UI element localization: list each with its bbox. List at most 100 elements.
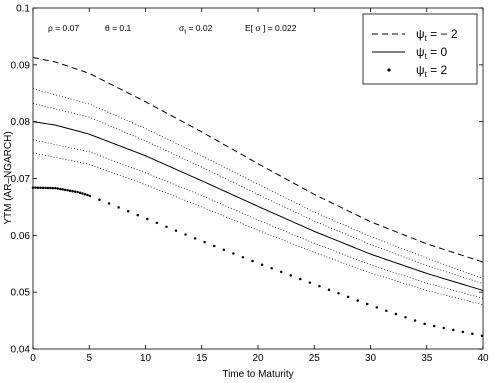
- annotation-expected-sigma: E[ σ ] = 0.022: [245, 23, 297, 33]
- x-tick-label: 10: [140, 353, 152, 364]
- series-dot: [46, 186, 50, 190]
- series-dot: [184, 233, 187, 236]
- y-tick-label: 0.07: [11, 174, 31, 185]
- legend-entry-psi-minus-2: ψt = − 2: [416, 27, 458, 43]
- series-dot: [461, 330, 465, 334]
- y-tick-label: 0.08: [11, 117, 31, 128]
- series-dot: [78, 191, 82, 194]
- series-dot: [260, 263, 264, 266]
- annotation-rho: ρ = 0.07: [48, 23, 79, 33]
- series-dot: [203, 240, 206, 244]
- series-dot: [34, 186, 37, 189]
- series-dot: [365, 302, 369, 306]
- series-dot: [146, 217, 149, 221]
- series-dot: [76, 190, 79, 194]
- series-dot: [299, 277, 302, 281]
- series-dot: [232, 252, 235, 255]
- series-dot: [241, 255, 245, 259]
- x-tick-label: 0: [30, 353, 36, 364]
- series-dot: [251, 259, 254, 263]
- series-dot: [98, 198, 101, 201]
- series-dot: [452, 328, 455, 332]
- series-dot: [126, 210, 130, 213]
- legend-entry-psi-2: ψt = 2: [416, 63, 447, 79]
- series-dot: [442, 326, 445, 330]
- legend: ψt = − 2 ψt = 0 ψt = 2: [362, 13, 478, 85]
- x-tick-label: 35: [421, 353, 433, 364]
- series-dot: [68, 189, 72, 192]
- series-dot: [49, 186, 52, 190]
- series-dot: [222, 248, 226, 251]
- y-axis-ticks: 0.04 0.05 0.06 0.07 0.08 0.09 0.1: [11, 4, 483, 356]
- x-tick-label: 20: [252, 353, 264, 364]
- band-curve-2: [32, 103, 484, 284]
- series-dot: [212, 244, 216, 248]
- legend-swatch-dots: [387, 68, 391, 72]
- band-curve-1: [32, 88, 484, 279]
- series-dot: [471, 332, 474, 336]
- x-tick-label: 30: [365, 353, 377, 364]
- series-psi-2-dots: [31, 186, 484, 337]
- series-dot: [327, 288, 331, 291]
- series-dot: [480, 334, 484, 337]
- x-tick-label: 5: [86, 353, 92, 364]
- series-dot: [318, 284, 321, 288]
- series-dot: [44, 186, 47, 190]
- x-tick-label: 25: [309, 353, 321, 364]
- series-dot: [404, 316, 407, 319]
- series-dot: [394, 312, 398, 316]
- series-dot: [289, 274, 292, 277]
- curves-layer: [31, 56, 484, 337]
- x-axis-label: Time to Maturity: [222, 369, 293, 380]
- series-dot: [174, 229, 178, 232]
- series-dot: [356, 299, 359, 302]
- series-dot: [51, 186, 55, 190]
- series-dot: [279, 270, 283, 274]
- series-dot: [73, 190, 77, 193]
- x-tick-label: 15: [196, 353, 208, 364]
- annotation-sigma: σt = 0.02: [179, 23, 213, 36]
- series-psi-0-line: [32, 121, 484, 291]
- legend-entry-psi-0: ψt = 0: [416, 45, 447, 61]
- series-dot: [63, 188, 67, 192]
- series-dot: [375, 306, 379, 309]
- annotation-theta: θ = 0.1: [105, 23, 132, 33]
- series-dot: [86, 193, 89, 197]
- series-dot: [81, 192, 84, 195]
- series-dot: [39, 186, 42, 190]
- series-dot: [66, 189, 69, 192]
- series-dot: [136, 213, 139, 217]
- series-dot: [36, 186, 40, 189]
- series-dot: [193, 237, 197, 240]
- x-tick-label: 40: [477, 353, 489, 364]
- y-tick-label: 0.1: [16, 4, 30, 15]
- series-dot: [413, 319, 417, 322]
- series-dot: [83, 193, 87, 196]
- series-dot: [385, 309, 388, 312]
- series-dot: [155, 221, 159, 225]
- y-tick-label: 0.06: [11, 231, 31, 242]
- series-dot: [41, 186, 45, 190]
- series-dot: [88, 194, 92, 198]
- series-dot: [117, 206, 120, 209]
- series-dot: [58, 187, 62, 191]
- series-dot: [165, 225, 168, 228]
- y-axis-label: YTM (AR–NGARCH): [3, 131, 14, 224]
- legend-box: [362, 13, 478, 85]
- series-dot: [346, 295, 350, 299]
- y-tick-label: 0.09: [11, 60, 31, 71]
- series-dot: [54, 186, 57, 190]
- series-dot: [31, 186, 35, 189]
- x-axis-ticks: 0 5 10 15 20 25 30 35 40: [30, 8, 489, 364]
- series-dot: [61, 188, 64, 191]
- y-tick-label: 0.04: [11, 345, 31, 356]
- series-dot: [270, 267, 273, 270]
- series-dot: [308, 281, 312, 284]
- series-dot: [432, 324, 436, 328]
- y-tick-label: 0.05: [11, 288, 31, 299]
- series-dot: [423, 322, 426, 326]
- series-psi-minus-2-line: [32, 56, 484, 263]
- series-dot: [337, 292, 340, 295]
- series-dot: [107, 202, 111, 205]
